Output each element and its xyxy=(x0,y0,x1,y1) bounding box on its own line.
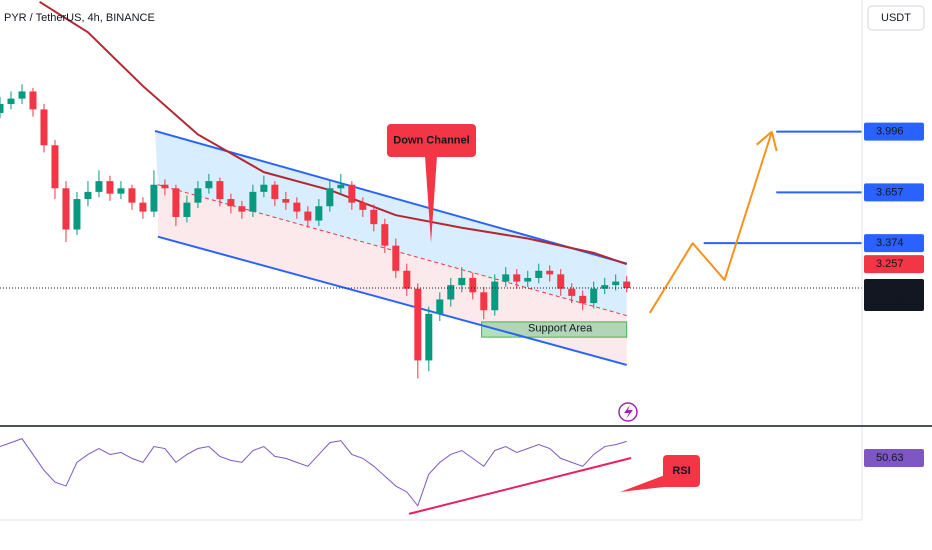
countdown-label: 02:06:31 xyxy=(874,296,917,308)
chart-title: PYR / TetherUS, 4h, BINANCE xyxy=(4,12,155,24)
candle-body xyxy=(40,109,48,146)
candle-body xyxy=(403,270,411,289)
candle-body xyxy=(95,181,103,192)
candle-body xyxy=(238,206,246,212)
alert-bolt xyxy=(624,405,633,419)
candle-body xyxy=(381,224,389,246)
projection-arrowhead xyxy=(770,131,778,152)
candle-body xyxy=(348,184,356,203)
candle-body xyxy=(326,188,334,207)
candle-body xyxy=(513,274,521,282)
candle-body xyxy=(524,277,532,282)
candle-body xyxy=(227,199,235,207)
candle-body xyxy=(546,270,554,275)
candle-body xyxy=(491,281,499,311)
candle-body xyxy=(590,288,598,304)
candle-body xyxy=(282,199,290,203)
candle-body xyxy=(458,277,466,286)
candle-body xyxy=(359,202,367,210)
candle-body xyxy=(392,245,400,271)
candle-body xyxy=(183,202,191,217)
candle-body xyxy=(370,209,378,225)
level-label: 3.657 xyxy=(876,186,904,198)
candle-body xyxy=(568,288,576,296)
candle-body xyxy=(51,145,59,189)
callout-text: Down Channel xyxy=(393,134,469,146)
candle-body xyxy=(249,191,257,212)
candle-body xyxy=(315,206,323,221)
rsi-callout-text: RSI xyxy=(672,465,690,477)
candle-body xyxy=(216,181,224,200)
level-label-box xyxy=(864,183,924,202)
candle-body xyxy=(260,184,268,192)
candle-body xyxy=(425,313,433,361)
candle-body xyxy=(271,184,279,200)
currency-label: USDT xyxy=(881,12,911,24)
candle-body xyxy=(414,288,422,361)
ma-last-label-box xyxy=(864,255,924,274)
axes: 3.996 3.657 3.374 3.257 3.124 02:06:31 50.63 xyxy=(864,122,924,467)
candle-body xyxy=(304,211,312,221)
level-label: 3.374 xyxy=(876,237,904,249)
rsi-last-label: 50.63 xyxy=(876,452,904,464)
candle-body xyxy=(29,91,37,110)
rsi-callout-pointer xyxy=(620,475,673,492)
candle-body xyxy=(480,292,488,311)
rsi-line xyxy=(0,438,627,507)
candle-body xyxy=(601,285,609,289)
candle-body xyxy=(62,188,70,230)
candle-body xyxy=(7,98,15,105)
candle-body xyxy=(84,191,92,200)
candle-body xyxy=(469,277,477,293)
channel-lower xyxy=(157,235,627,366)
projection-path xyxy=(648,131,773,314)
price-axis xyxy=(862,0,932,550)
level-label-box xyxy=(864,122,924,141)
candle-body xyxy=(337,184,345,189)
projection-arrowhead xyxy=(756,130,773,146)
candle-body xyxy=(0,104,4,113)
candle-body xyxy=(139,202,147,212)
last-price-label: 3.124 xyxy=(876,282,904,294)
candle-body xyxy=(612,281,620,286)
candle-body xyxy=(623,281,631,288)
candle-body xyxy=(436,299,444,314)
rsi-trendline xyxy=(408,457,632,515)
candle-body xyxy=(502,274,510,282)
callout-pointer xyxy=(425,156,437,243)
candle-body xyxy=(172,188,180,217)
candle-body xyxy=(128,188,136,203)
last-price-box xyxy=(864,278,924,311)
candle-body xyxy=(18,91,26,99)
candle-body xyxy=(106,181,114,194)
channel-lower-fill xyxy=(157,184,627,365)
candle-body xyxy=(535,270,543,278)
rsi-callout-box xyxy=(663,455,700,487)
candle-body xyxy=(557,274,565,289)
candle-body xyxy=(73,199,81,230)
rsi-last-box xyxy=(864,449,924,467)
support-area xyxy=(481,321,628,338)
plot: Support Area Down Channel RSI xyxy=(0,0,862,515)
candle-body xyxy=(194,188,202,203)
support-label: Support Area xyxy=(528,322,593,334)
candle-body xyxy=(447,285,455,300)
candle-body xyxy=(161,184,169,189)
callout-box xyxy=(387,124,476,157)
level-label-box xyxy=(864,234,924,253)
candle-body xyxy=(205,181,213,189)
candle-body xyxy=(579,295,587,304)
candle-body xyxy=(293,202,301,212)
channel-upper xyxy=(154,129,627,265)
level-label: 3.996 xyxy=(876,126,904,138)
channel-upper-fill xyxy=(155,130,627,316)
candle-body xyxy=(117,188,125,194)
ma-last-label: 3.257 xyxy=(876,258,904,270)
candle-body xyxy=(150,184,158,212)
currency-button[interactable] xyxy=(867,5,925,31)
